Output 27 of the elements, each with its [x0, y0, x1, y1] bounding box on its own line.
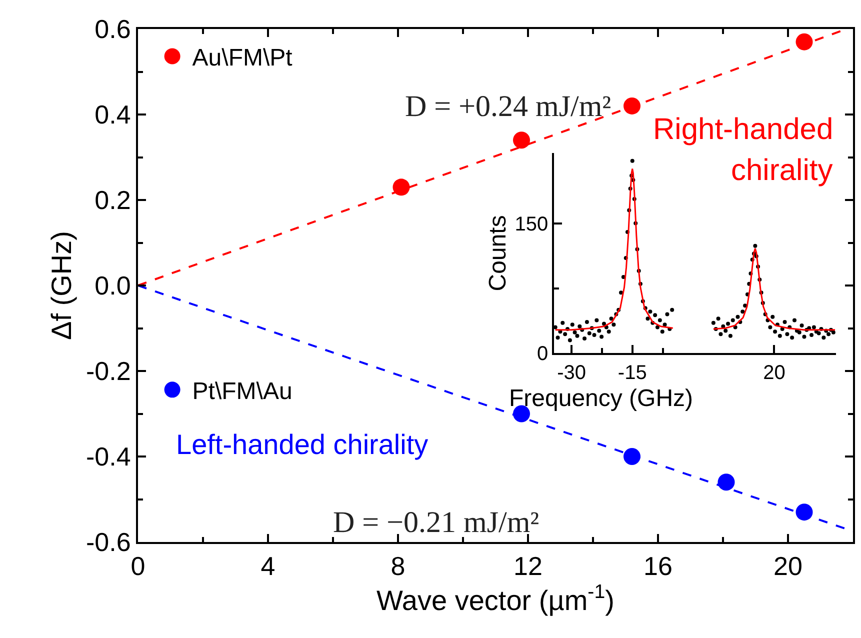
- y-tick-label: 0.6: [94, 14, 131, 44]
- x-tick-label: 20: [774, 551, 802, 582]
- legend-label: Au\FM\Pt: [192, 44, 293, 72]
- y-tick-label: -0.2: [86, 356, 131, 386]
- annotation: D = −0.21 mJ/m²: [333, 506, 540, 539]
- y-tick-label: 0.2: [94, 185, 131, 216]
- annotation: D = +0.24 mJ/m²: [405, 90, 612, 123]
- x-tick-label: 8: [390, 551, 406, 582]
- annotation: chirality: [731, 154, 833, 187]
- y-tick-label: -0.4: [86, 442, 131, 472]
- y-axis-title: Δf (GHz): [46, 231, 78, 340]
- x-tick-label: -30: [557, 362, 586, 384]
- annotation: Left-handed chirality: [176, 429, 428, 460]
- annotation: Right-handed: [653, 113, 834, 146]
- y-tick-label: 150: [514, 213, 548, 236]
- x-axis-title: Frequency (GHz): [509, 385, 694, 412]
- x-tick-label: 20: [763, 362, 786, 384]
- y-axis-title: Counts: [484, 215, 512, 292]
- y-tick-label: -0.6: [86, 527, 131, 558]
- x-tick-label: -15: [618, 362, 647, 384]
- x-axis-title: Wave vector (µm$^{-1}$): [376, 581, 614, 616]
- legend-label: Pt\FM\Au: [192, 378, 292, 406]
- x-tick-label: 16: [644, 551, 672, 582]
- x-tick-label: 4: [260, 551, 276, 582]
- y-tick-label: 0.0: [94, 270, 131, 301]
- y-tick-label: 0.4: [94, 100, 131, 130]
- x-tick-label: 12: [514, 551, 542, 582]
